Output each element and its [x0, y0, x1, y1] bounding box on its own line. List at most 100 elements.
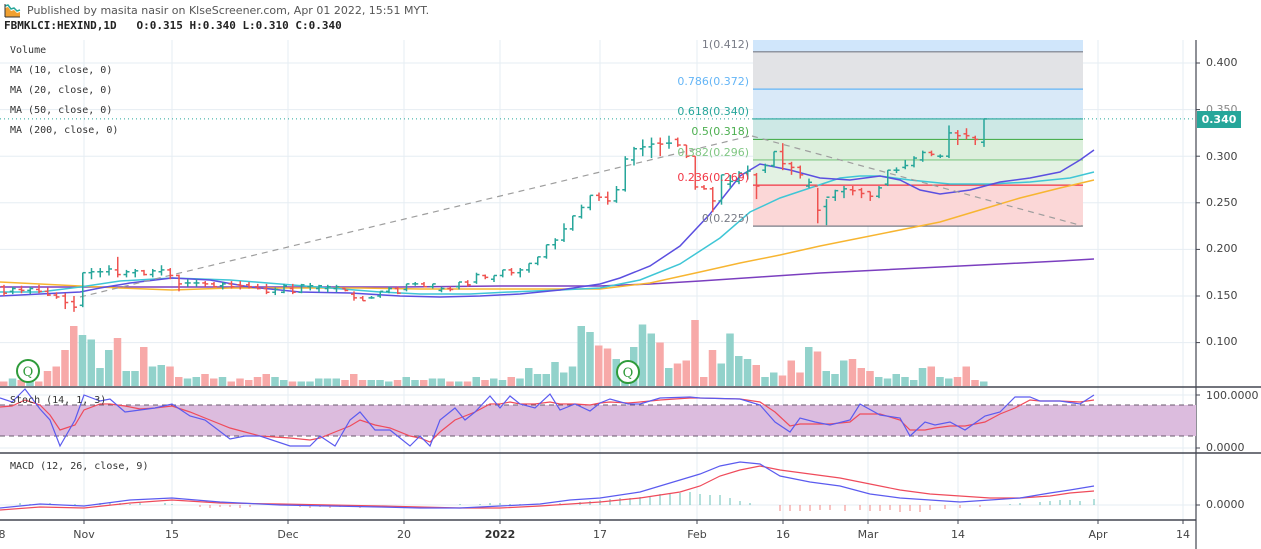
volume-bar [962, 366, 970, 386]
volume-bar [971, 380, 979, 386]
legend-volume[interactable]: Volume [10, 45, 47, 56]
volume-bar [140, 347, 148, 386]
volume-bar [945, 378, 953, 386]
price-tick: 0.200 [1206, 242, 1238, 255]
volume-bar [918, 368, 927, 386]
volume-bar [507, 377, 515, 386]
volume-bar [78, 335, 87, 386]
fib-zone [753, 40, 1083, 52]
volume-bar [183, 378, 192, 386]
time-axis-label: Dec [277, 528, 299, 541]
volume-bar [875, 377, 883, 386]
stoch-tick-100: 100.0000 [1206, 389, 1259, 402]
legend-ma50[interactable]: MA (50, close, 0) [10, 105, 113, 116]
volume-bar [376, 380, 384, 386]
volume-bar [463, 381, 472, 386]
legend-ma20[interactable]: MA (20, close, 0) [10, 85, 113, 96]
volume-bar [105, 350, 113, 386]
volume-bar [323, 378, 332, 386]
volume-bar [603, 348, 612, 386]
volume-bar [822, 371, 830, 386]
volume-bar [297, 381, 305, 386]
volume-bar [516, 378, 524, 386]
fib-level-label: 0.5(0.318) [691, 125, 749, 139]
volume-bar [385, 381, 393, 386]
fib-level-label: 0.618(0.340) [677, 104, 749, 118]
volume-bar [665, 368, 673, 386]
volume-bar [840, 360, 848, 386]
volume-bar [35, 381, 43, 386]
volume-bar [96, 368, 104, 386]
time-axis-label: 14 [951, 528, 965, 541]
volume-bar [122, 371, 130, 386]
volume-bar [253, 377, 262, 386]
volume-bar [52, 366, 60, 386]
volume-bar [192, 377, 200, 386]
volume-bar [796, 372, 804, 386]
volume-bar [673, 363, 682, 386]
volume-bar [411, 380, 419, 386]
stoch-title[interactable]: Stoch (14, 1, 3) [10, 395, 107, 406]
volume-bar [227, 381, 235, 386]
volume-bar [315, 378, 323, 386]
volume-bar [280, 380, 288, 386]
fib-zone [753, 139, 1083, 160]
volume-bar [568, 366, 577, 386]
fib-zone [753, 118, 1083, 140]
volume-bar [805, 347, 813, 386]
volume-bar [358, 380, 367, 386]
volume-bar [735, 356, 743, 386]
volume-bar [682, 360, 690, 386]
volume-bar [0, 381, 8, 386]
macd-title[interactable]: MACD (12, 26, close, 9) [10, 461, 149, 472]
legend-ma200[interactable]: MA (200, close, 0) [10, 125, 119, 136]
volume-bar [980, 381, 988, 386]
trend-line [79, 135, 751, 298]
published-text: Published by masita nasir on KlseScreene… [27, 3, 430, 17]
volume-bar [148, 366, 157, 386]
ma20-line [0, 171, 1095, 295]
volume-bar [927, 366, 935, 386]
volume-bar [551, 362, 559, 386]
volume-bar [481, 380, 489, 386]
volume-bar [498, 380, 507, 386]
volume-bar [271, 377, 279, 386]
trend-line [751, 135, 1084, 227]
volume-bar [175, 377, 183, 386]
volume-bar [70, 326, 78, 386]
volume-bar [61, 350, 69, 386]
time-axis-label: 2022 [484, 528, 516, 541]
volume-bar [708, 350, 717, 386]
close-value: C:0.340 [295, 19, 342, 32]
time-axis-label: Feb [687, 528, 707, 541]
volume-bar [770, 372, 778, 386]
volume-bar [647, 333, 655, 386]
volume-bar [288, 381, 297, 386]
volume-bar [743, 359, 752, 386]
price-tick: 0.400 [1206, 56, 1238, 69]
legend-ma10[interactable]: MA (10, close, 0) [10, 65, 113, 76]
klsescreener-logo-icon [4, 2, 21, 18]
volume-bar [752, 365, 760, 386]
time-axis-label: Nov [73, 528, 95, 541]
fib-zone [753, 89, 1083, 119]
volume-bar [490, 378, 498, 386]
volume-bar [577, 326, 585, 386]
volume-bar [953, 377, 962, 386]
volume-bar [393, 380, 402, 386]
volume-bar [43, 371, 52, 386]
stoch-tick-0: 0.0000 [1206, 441, 1245, 454]
volume-bar [892, 374, 900, 386]
earnings-marker-icon [16, 359, 40, 383]
volume-bar [560, 372, 568, 386]
stoch-k-line [0, 388, 1095, 448]
time-axis-label: Mar [857, 528, 879, 541]
volume-bar [866, 371, 874, 386]
volume-bar [638, 324, 647, 386]
fib-level-label: 0.786(0.372) [677, 75, 749, 89]
macd-line [0, 461, 1095, 509]
fib-zone [753, 185, 1083, 227]
volume-bar [936, 377, 944, 386]
volume-bar [848, 359, 857, 386]
